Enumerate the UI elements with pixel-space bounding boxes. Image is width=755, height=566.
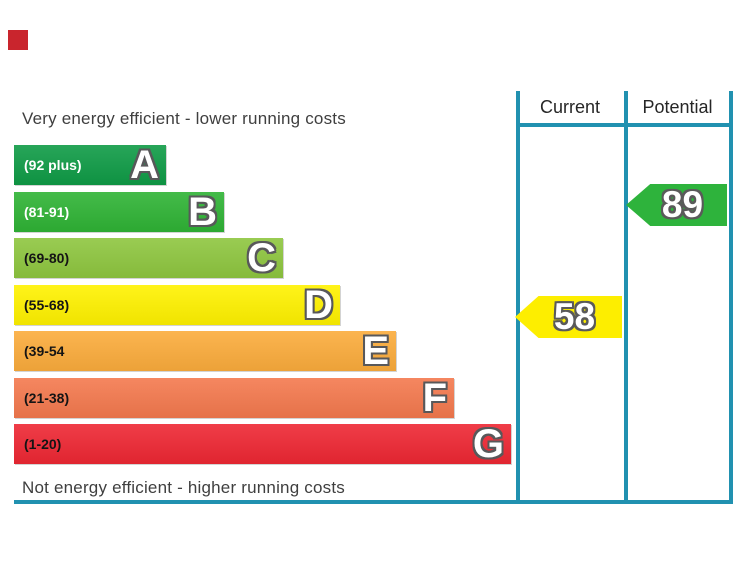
band-range-label: (81-91) [24,204,70,220]
potential-column-right-line [729,91,733,504]
band-b: (81-91) B [14,192,224,232]
band-letter: B [188,190,217,234]
band-range-label: (39-54 [24,343,65,359]
top-caption: Very energy efficient - lower running co… [22,109,346,128]
band-g: (1-20) G [14,424,511,464]
top-left-red-square [8,30,28,50]
band-range-label: (1-20) [24,436,62,452]
potential-rating-value: 89 [661,184,704,225]
current-rating-arrow: 58 [515,296,622,338]
potential-rating-arrow: 89 [626,184,727,226]
chart-bottom-line [14,500,733,504]
band-letter: F [422,376,447,420]
current-column-header: Current [539,97,601,117]
band-range-label: (69-80) [24,250,70,266]
band-range-label: (92 plus) [24,157,82,173]
band-letter: G [472,422,504,466]
column-header-underline [516,123,733,127]
band-letter: C [247,236,276,280]
band-d: (55-68) D [14,285,340,325]
band-letter: D [304,283,333,327]
potential-column-left-line [624,91,628,504]
band-a: (92 plus) A [14,145,166,185]
band-c: (69-80) C [14,238,283,278]
band-range-label: (21-38) [24,390,70,406]
band-e: (39-54 E [14,331,396,371]
band-letter: E [362,329,389,373]
potential-column-header: Potential [642,97,713,117]
band-f: (21-38) F [14,378,454,418]
band-range-label: (55-68) [24,297,70,313]
current-column-left-line [516,91,520,504]
bottom-caption: Not energy efficient - higher running co… [22,478,345,497]
band-letter: A [130,143,159,187]
current-rating-value: 58 [553,296,596,337]
